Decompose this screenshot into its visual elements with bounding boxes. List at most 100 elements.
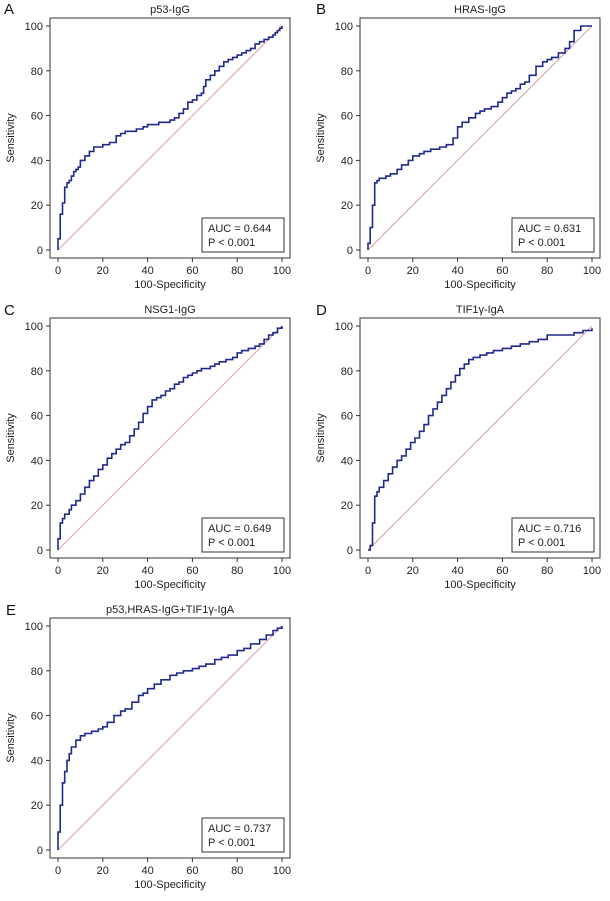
reference-line	[57, 25, 283, 251]
reference-line	[57, 325, 283, 551]
x-tick-label: 20	[407, 565, 419, 577]
x-axis-label: 100-Specificity	[444, 579, 516, 591]
y-tick-label: 0	[37, 245, 43, 257]
stats-box	[511, 517, 595, 553]
x-tick-label: 80	[231, 865, 243, 877]
p-value-label: P < 0.001	[518, 537, 565, 549]
y-tick-label: 40	[31, 755, 43, 767]
y-tick-label: 80	[31, 66, 43, 78]
plot-frame	[49, 617, 291, 859]
panel-label: A	[4, 1, 15, 18]
x-tick-label: 40	[451, 265, 463, 277]
panel-b: B HRAS-IgG 0 20 40 60 80 100 0 20 40 60 80 100 100-Sp…	[310, 0, 610, 298]
auc-label: AUC = 0.631	[518, 223, 581, 235]
roc-curve	[367, 25, 592, 250]
x-tick-label: 40	[141, 865, 153, 877]
y-axis-label: Sensitivity	[5, 713, 17, 763]
y-tick-label: 100	[25, 321, 43, 333]
roc-chart-hras-igg: HRAS-IgG 0 20 40 60 80 100 0 20 40 60 80 100 100-Spec…	[315, 4, 601, 291]
x-tick-label: 0	[55, 865, 61, 877]
panel-label: E	[6, 602, 17, 619]
roc-curve	[57, 326, 283, 550]
roc-curve	[368, 328, 593, 551]
y-tick-label: 0	[37, 845, 43, 857]
plot-frame	[49, 17, 291, 259]
panel-a: A p53-IgG 0 20 40 60 80 100 0 20 40 60 80 100 100-Spe…	[0, 0, 300, 298]
y-tick-label: 40	[31, 155, 43, 167]
x-tick-label: 60	[186, 865, 198, 877]
x-tick-label: 20	[97, 265, 109, 277]
chart-title: p53-IgG	[150, 4, 190, 16]
x-tick-label: 60	[496, 565, 508, 577]
y-axis-label: Sensitivity	[5, 113, 17, 163]
y-tick-label: 80	[341, 66, 353, 78]
y-tick-label: 60	[31, 411, 43, 423]
chart-title: p53,HRAS-IgG+TIF1γ-IgA	[106, 604, 235, 616]
x-tick-label: 40	[141, 265, 153, 277]
plot-frame	[359, 17, 601, 259]
x-tick-label: 100	[583, 265, 601, 277]
y-tick-label: 40	[341, 455, 353, 467]
roc-chart-nsg1-igg: NSG1-IgG 0 20 40 60 80 100 0 20 40 60 80 100 100-Spec…	[5, 304, 291, 591]
y-tick-label: 20	[341, 500, 353, 512]
x-tick-label: 20	[97, 865, 109, 877]
x-tick-label: 60	[186, 265, 198, 277]
x-tick-label: 80	[541, 265, 553, 277]
x-tick-label: 40	[451, 565, 463, 577]
panel-label: C	[4, 302, 15, 319]
panel-label: D	[316, 302, 327, 319]
auc-label: AUC = 0.649	[208, 523, 271, 535]
plot-frame	[49, 317, 291, 559]
x-tick-label: 100	[273, 865, 291, 877]
y-tick-label: 100	[25, 621, 43, 633]
roc-chart-combined: p53,HRAS-IgG+TIF1γ-IgA 0 20 40 60 80 100 0 20 40 6…	[5, 604, 291, 891]
y-tick-label: 40	[31, 455, 43, 467]
x-tick-label: 0	[365, 265, 371, 277]
y-tick-label: 100	[335, 321, 353, 333]
x-axis-label: 100-Specificity	[134, 879, 206, 891]
auc-label: AUC = 0.737	[208, 823, 271, 835]
x-tick-label: 80	[541, 565, 553, 577]
x-axis-label: 100-Specificity	[134, 279, 206, 291]
chart-title: NSG1-IgG	[144, 304, 195, 316]
y-tick-label: 20	[31, 500, 43, 512]
y-tick-label: 80	[31, 366, 43, 378]
y-tick-label: 60	[341, 411, 353, 423]
p-value-label: P < 0.001	[518, 237, 565, 249]
y-tick-label: 20	[341, 200, 353, 212]
reference-line	[57, 625, 283, 851]
x-tick-label: 100	[273, 265, 291, 277]
y-axis-label: Sensitivity	[315, 413, 327, 463]
roc-chart-p53-igg: p53-IgG 0 20 40 60 80 100 0 20 40 60 80 100 100-Speci…	[5, 4, 291, 291]
panel-label: B	[316, 1, 327, 18]
panel-e: E p53,HRAS-IgG+TIF1γ-IgA 0 20 40 60 80 100 0 20 4…	[0, 600, 300, 898]
p-value-label: P < 0.001	[208, 237, 255, 249]
x-tick-label: 0	[55, 565, 61, 577]
roc-curve	[57, 626, 283, 850]
plot-frame	[359, 317, 601, 559]
y-axis-label: Sensitivity	[315, 113, 327, 163]
panel-d: D TIF1γ-IgA 0 20 40 60 80 100 0 20 40 60 80 100 100-S…	[310, 300, 610, 598]
reference-line	[367, 25, 593, 251]
auc-label: AUC = 0.716	[518, 523, 581, 535]
y-tick-label: 80	[31, 666, 43, 678]
x-tick-label: 0	[365, 565, 371, 577]
x-tick-label: 20	[97, 565, 109, 577]
y-tick-label: 0	[37, 545, 43, 557]
stats-box	[201, 217, 285, 253]
reference-line	[367, 325, 593, 551]
y-tick-label: 40	[341, 155, 353, 167]
roc-curve	[57, 26, 283, 250]
x-tick-label: 80	[231, 565, 243, 577]
x-tick-label: 100	[583, 565, 601, 577]
y-tick-label: 100	[335, 21, 353, 33]
panel-c: C NSG1-IgG 0 20 40 60 80 100 0 20 40 60 80 100 100-Sp…	[0, 300, 300, 598]
x-tick-label: 60	[496, 265, 508, 277]
p-value-label: P < 0.001	[208, 837, 255, 849]
x-axis-label: 100-Specificity	[444, 279, 516, 291]
chart-title: HRAS-IgG	[454, 4, 506, 16]
x-tick-label: 60	[186, 565, 198, 577]
x-tick-label: 100	[273, 565, 291, 577]
y-tick-label: 100	[25, 21, 43, 33]
stats-box	[201, 517, 285, 553]
